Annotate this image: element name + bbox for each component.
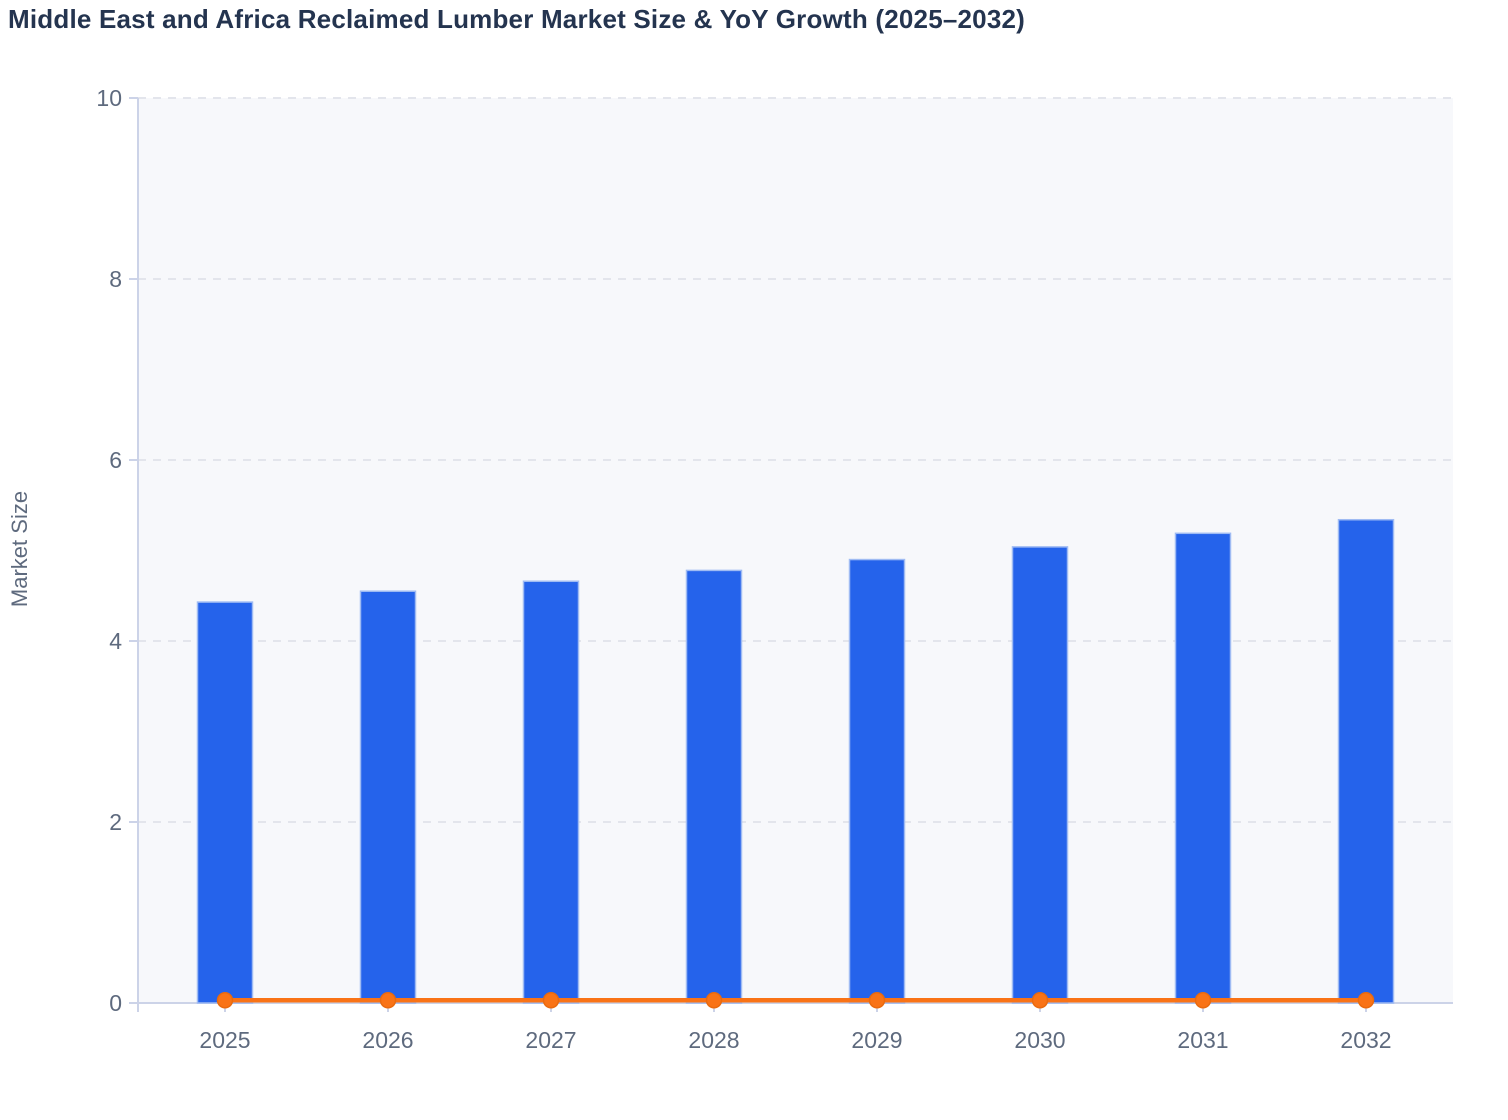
- x-tick-label-2025: 2025: [199, 1027, 250, 1053]
- yoy-point-2032[interactable]: [1357, 992, 1375, 1009]
- bar-2025[interactable]: [196, 601, 254, 1004]
- yoy-point-2027[interactable]: [542, 992, 560, 1009]
- bar-2032[interactable]: [1337, 518, 1395, 1004]
- bar-2028[interactable]: [685, 569, 743, 1004]
- plot-area: [138, 98, 1453, 1003]
- bar-2029[interactable]: [848, 558, 906, 1004]
- bar-2031[interactable]: [1174, 532, 1232, 1004]
- y-tick-label-6: 6: [109, 447, 122, 473]
- x-tick-label-2030: 2030: [1014, 1027, 1065, 1053]
- yoy-point-2025[interactable]: [216, 992, 234, 1009]
- x-tick-label-2028: 2028: [688, 1027, 739, 1053]
- y-tick-label-2: 2: [109, 809, 122, 835]
- bar-2030[interactable]: [1011, 546, 1069, 1004]
- x-tick-label-2027: 2027: [525, 1027, 576, 1053]
- y-tick-label-8: 8: [109, 266, 122, 292]
- yoy-point-2031[interactable]: [1194, 992, 1212, 1009]
- x-tick-label-2031: 2031: [1177, 1027, 1228, 1053]
- yoy-point-2026[interactable]: [379, 992, 397, 1009]
- y-tick-label-4: 4: [109, 628, 122, 654]
- y-tick-label-10: 10: [96, 85, 122, 111]
- x-tick-label-2032: 2032: [1340, 1027, 1391, 1053]
- y-tick-label-0: 0: [109, 990, 122, 1016]
- yoy-point-2028[interactable]: [705, 992, 723, 1009]
- yoy-point-2030[interactable]: [1031, 992, 1049, 1009]
- bar-2026[interactable]: [359, 590, 417, 1004]
- chart-title: Middle East and Africa Reclaimed Lumber …: [8, 4, 1026, 34]
- x-tick-label-2029: 2029: [851, 1027, 902, 1053]
- bar-2027[interactable]: [522, 580, 580, 1004]
- x-tick-label-2026: 2026: [362, 1027, 413, 1053]
- yoy-point-2029[interactable]: [868, 992, 886, 1009]
